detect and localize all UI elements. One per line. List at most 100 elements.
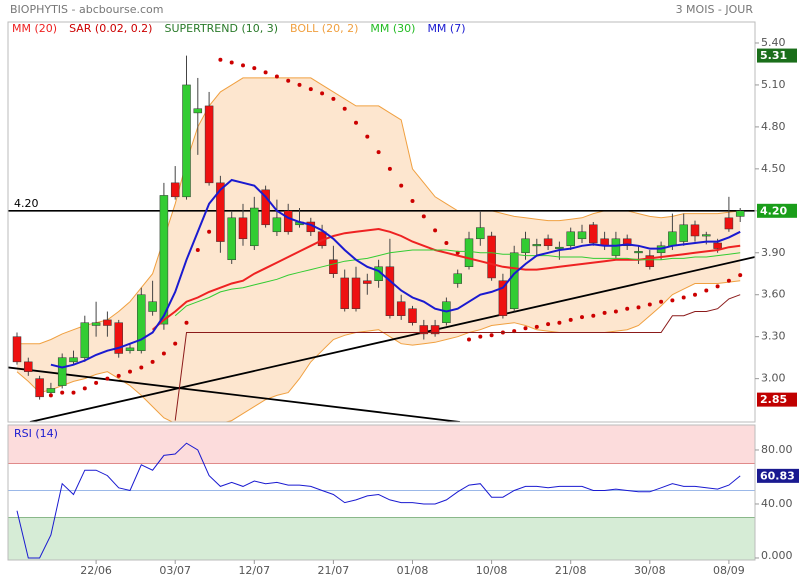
y-tick-label: 5.10 (761, 78, 786, 91)
candle-body (227, 217, 236, 261)
candle-body (679, 224, 688, 242)
candle-body (396, 301, 406, 316)
rsi-panel (8, 425, 755, 560)
oversold-zone (8, 517, 755, 560)
candle-body (724, 217, 734, 230)
sar-dot (738, 273, 743, 278)
candle-body (645, 255, 655, 268)
sar-dot (410, 199, 415, 204)
sar-dot (625, 306, 630, 311)
candle-body (702, 234, 711, 237)
legend-entry: MM (7) (427, 22, 465, 35)
candle-body (430, 325, 440, 335)
x-tick-label: 30/08 (634, 564, 666, 577)
candle-body (283, 210, 293, 233)
sar-dot (534, 324, 539, 329)
x-tick-label: 21/08 (555, 564, 587, 577)
sar-dot (670, 298, 675, 303)
price-label-box (757, 392, 797, 407)
sar-dot (399, 183, 404, 188)
candle-body (182, 84, 191, 198)
sar-dot (320, 91, 325, 96)
sar-dot (387, 166, 392, 171)
candle-body (521, 238, 530, 254)
candle-body (476, 227, 485, 240)
sar-dot (478, 334, 483, 339)
indicator-line (50, 178, 741, 369)
sar-dot (274, 74, 279, 79)
candle-body (216, 182, 225, 242)
candle-body (363, 280, 372, 284)
candle-body (91, 322, 101, 326)
x-tick-label: 08/09 (713, 564, 745, 577)
candle-body (668, 231, 677, 247)
sar-dot (116, 373, 121, 378)
trendline (29, 256, 755, 422)
horizontal-line-label: 4.20 (14, 197, 39, 210)
candle-body (148, 301, 157, 312)
sar-dot (241, 63, 245, 68)
x-tick-label: 12/07 (238, 564, 270, 577)
sar-dot (681, 295, 686, 300)
sar-dot (704, 288, 709, 293)
sar-dot (715, 284, 720, 289)
x-tick-label: 22/06 (80, 564, 112, 577)
sar-dot (546, 322, 551, 327)
y-tick-label: 4.80 (761, 120, 786, 133)
sar-dot (218, 57, 223, 62)
y-tick-label: 0.000 (761, 549, 793, 562)
x-tick-label: 10/08 (476, 564, 508, 577)
candle-body (24, 361, 33, 372)
sar-dot (195, 247, 200, 252)
sar-dot (139, 365, 144, 370)
sar-dot (580, 315, 584, 320)
candle-body (464, 238, 474, 268)
sar-dot (376, 150, 381, 155)
rsi-line (16, 442, 741, 559)
bollinger-lower (16, 280, 741, 422)
candle-body (543, 238, 553, 247)
candle-body (137, 294, 146, 351)
price-label: 2.85 (760, 393, 787, 406)
sar-dot (71, 390, 76, 395)
sar-dot (421, 214, 426, 219)
legend-entry: BOLL (20, 2) (290, 22, 358, 35)
candle-body (690, 224, 700, 237)
candle-body (80, 322, 90, 358)
sar-dot (467, 337, 471, 342)
candle-body (114, 322, 123, 354)
legend-entry: MM (20) (12, 22, 57, 35)
price-label: 4.20 (760, 204, 787, 217)
candle-body (487, 235, 496, 279)
candle-body (385, 266, 395, 316)
sar-dot (128, 369, 132, 374)
sar-dot (693, 292, 697, 297)
price-label-box (757, 48, 797, 63)
candle-body (555, 246, 564, 249)
candle-body (261, 189, 270, 226)
sar-dot (297, 82, 302, 87)
candle-body (589, 224, 598, 244)
bollinger-band (17, 77, 741, 422)
sar-dot (365, 134, 370, 139)
sar-dot (523, 326, 528, 331)
candle-body (509, 252, 519, 309)
sar-dot (489, 333, 494, 338)
candle-body (170, 182, 180, 198)
sar-dot (252, 66, 257, 71)
indicator-line (174, 294, 741, 421)
candle-body (103, 319, 112, 326)
x-tick-label: 21/07 (318, 564, 350, 577)
y-tick-label: 3.30 (761, 330, 786, 343)
candle-body (419, 325, 429, 335)
sar-dot (613, 309, 618, 314)
x-tick-label: 01/08 (397, 564, 429, 577)
sar-dot (591, 313, 596, 318)
y-tick-label: 3.00 (761, 372, 786, 385)
legend-entry: SUPERTREND (10, 3) (164, 22, 278, 35)
candle-body (611, 238, 621, 256)
sar-dot (150, 359, 155, 364)
candle-body (57, 357, 67, 386)
sar-dot (173, 341, 178, 346)
